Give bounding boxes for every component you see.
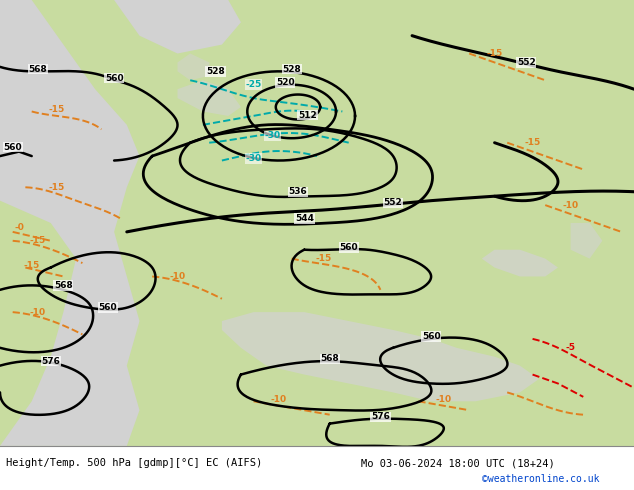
- Text: -10: -10: [271, 394, 287, 404]
- Polygon shape: [178, 80, 241, 116]
- Text: 576: 576: [41, 357, 60, 366]
- Text: -15: -15: [315, 254, 332, 263]
- Text: 560: 560: [422, 332, 441, 341]
- Text: -15: -15: [49, 105, 65, 114]
- Text: -15: -15: [30, 236, 46, 245]
- Text: -5: -5: [566, 343, 576, 352]
- Text: 544: 544: [295, 214, 314, 223]
- Polygon shape: [178, 53, 209, 80]
- Text: -30: -30: [264, 131, 281, 141]
- Text: 552: 552: [517, 58, 536, 67]
- Text: 560: 560: [105, 74, 124, 82]
- Text: 560: 560: [339, 243, 358, 252]
- Text: 512: 512: [298, 111, 317, 120]
- Text: -15: -15: [524, 138, 541, 147]
- Text: -0: -0: [14, 223, 24, 232]
- Text: 520: 520: [276, 78, 295, 87]
- Text: 560: 560: [98, 303, 117, 312]
- Text: -10: -10: [30, 308, 46, 317]
- Text: -10: -10: [436, 394, 452, 404]
- Polygon shape: [482, 250, 558, 276]
- Text: 560: 560: [3, 143, 22, 151]
- Text: 528: 528: [282, 65, 301, 74]
- Polygon shape: [571, 223, 602, 259]
- Text: -15: -15: [23, 261, 40, 270]
- Text: ©weatheronline.co.uk: ©weatheronline.co.uk: [482, 474, 599, 484]
- Text: -25: -25: [245, 80, 262, 89]
- Text: 552: 552: [384, 198, 403, 207]
- Text: 568: 568: [54, 281, 73, 290]
- Text: 576: 576: [371, 413, 390, 421]
- Polygon shape: [222, 312, 539, 401]
- Text: -10: -10: [562, 200, 579, 210]
- Text: Mo 03-06-2024 18:00 UTC (18+24): Mo 03-06-2024 18:00 UTC (18+24): [361, 458, 555, 468]
- Text: -30: -30: [245, 154, 262, 163]
- Text: -10: -10: [169, 272, 186, 281]
- Text: -15: -15: [486, 49, 503, 58]
- Polygon shape: [0, 0, 139, 446]
- Text: Height/Temp. 500 hPa [gdmp][°C] EC (AIFS): Height/Temp. 500 hPa [gdmp][°C] EC (AIFS…: [6, 458, 262, 468]
- Text: 568: 568: [29, 65, 48, 74]
- Text: 536: 536: [288, 187, 307, 196]
- Text: -15: -15: [49, 183, 65, 192]
- Text: 568: 568: [320, 354, 339, 364]
- Polygon shape: [114, 0, 241, 53]
- Text: 528: 528: [206, 67, 225, 76]
